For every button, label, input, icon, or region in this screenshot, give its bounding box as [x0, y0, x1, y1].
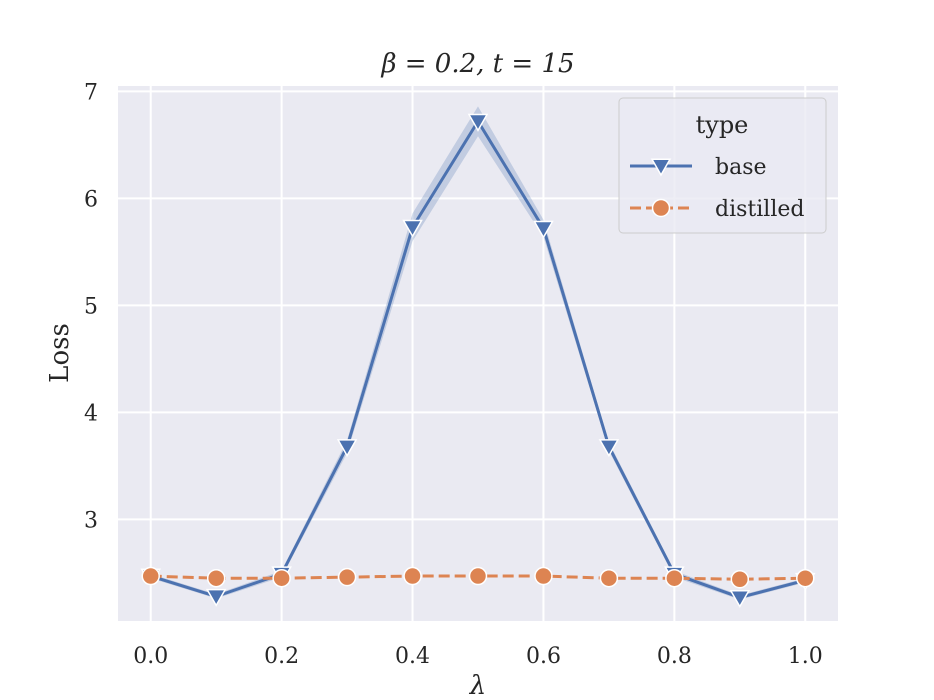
- data-point-base: [336, 439, 358, 458]
- data-point-distilled: [272, 568, 291, 588]
- chart-title: β = 0.2, t = 15: [380, 49, 574, 79]
- y-tick-label: 7: [84, 80, 98, 105]
- data-point-base: [533, 220, 554, 239]
- y-tick-label: 6: [84, 187, 98, 212]
- data-point-distilled: [599, 568, 619, 588]
- legend-entry-distilled: distilled: [630, 197, 804, 222]
- data-point-distilled: [141, 566, 160, 586]
- legend: type base distilled: [618, 97, 827, 234]
- data-point-distilled: [796, 568, 815, 588]
- series-layer: [140, 113, 816, 608]
- data-point-base: [205, 588, 227, 607]
- data-point-base: [729, 589, 751, 608]
- y-tick-label: 5: [84, 294, 98, 319]
- legend-label-distilled: distilled: [715, 197, 804, 222]
- legend-box: [618, 97, 827, 234]
- data-point-base: [402, 219, 423, 238]
- data-point-distilled: [730, 570, 750, 589]
- data-point-distilled: [206, 568, 226, 588]
- x-tick-label: 0.4: [395, 644, 430, 669]
- y-tick-labels: 3 4 5 6 7: [84, 80, 98, 533]
- data-point-base: [598, 439, 620, 458]
- y-tick-label: 3: [84, 508, 98, 533]
- data-point-distilled: [337, 567, 357, 587]
- data-point-base: [467, 113, 489, 132]
- legend-entries: base distilled: [630, 155, 804, 222]
- legend-marker-distilled: [651, 198, 671, 218]
- x-tick-label: 0.8: [657, 644, 692, 669]
- legend-label-base: base: [715, 155, 767, 180]
- data-point-distilled: [665, 568, 684, 588]
- y-axis-label: Loss: [45, 323, 75, 383]
- data-point-distilled: [468, 566, 488, 586]
- data-point-distilled: [403, 566, 422, 586]
- legend-entry-base: base: [630, 155, 767, 180]
- series-distilled: [141, 566, 815, 589]
- legend-title: type: [696, 111, 749, 139]
- x-tick-label: 0.0: [133, 644, 168, 669]
- x-tick-label: 0.2: [264, 644, 299, 669]
- x-tick-label: 1.0: [788, 644, 823, 669]
- x-axis-label: λ: [469, 671, 486, 700]
- x-tick-label: 0.6: [526, 644, 561, 669]
- y-tick-label: 4: [84, 401, 98, 426]
- series-base: [140, 113, 816, 608]
- data-point-distilled: [534, 566, 553, 586]
- legend-marker-base: [650, 158, 672, 177]
- x-tick-labels: 0.0 0.2 0.4 0.6 0.8 1.0: [133, 644, 823, 669]
